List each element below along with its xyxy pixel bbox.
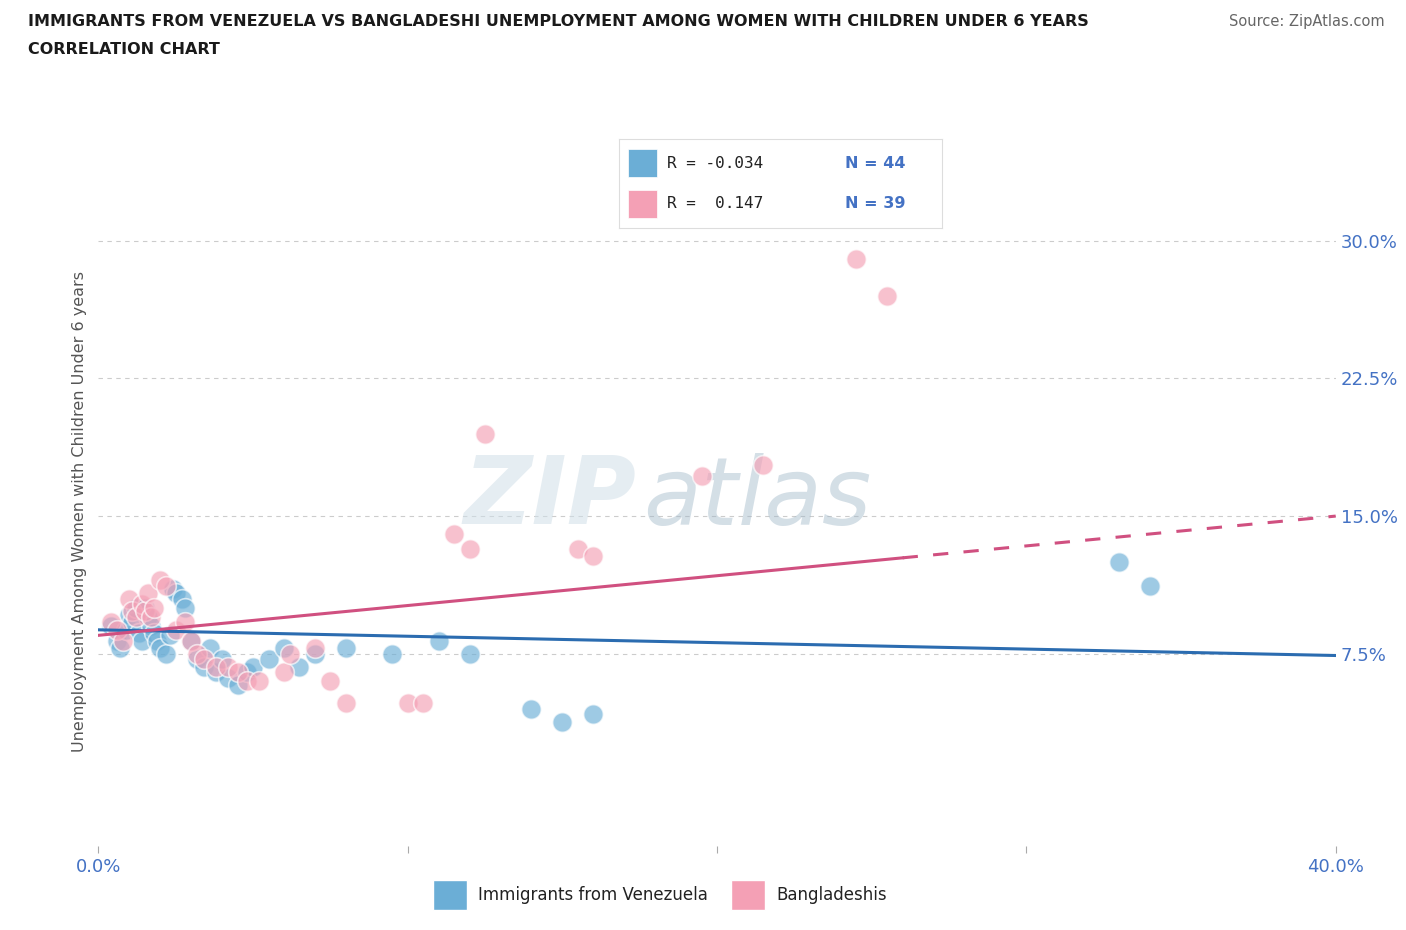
Point — [155, 646, 177, 661]
Point — [124, 601, 146, 616]
Point — [105, 622, 128, 637]
Point — [165, 586, 187, 601]
Text: R = -0.034: R = -0.034 — [668, 156, 763, 171]
Text: ZIP: ZIP — [464, 452, 637, 544]
Point — [319, 673, 342, 688]
Point — [520, 701, 543, 716]
Bar — [433, 880, 467, 910]
Point — [690, 469, 713, 484]
Point — [121, 615, 143, 630]
Point — [458, 646, 481, 661]
Point — [146, 633, 169, 648]
Point — [427, 633, 450, 648]
Point — [217, 659, 239, 674]
Point — [381, 646, 404, 661]
Point — [124, 609, 146, 624]
Point — [143, 626, 166, 641]
Point — [186, 652, 208, 667]
Point — [458, 541, 481, 556]
Point — [100, 618, 122, 633]
Point — [752, 458, 775, 472]
Point — [115, 622, 138, 637]
Point — [149, 573, 172, 588]
Point — [273, 641, 295, 656]
Point — [236, 665, 259, 680]
Point — [443, 527, 465, 542]
Point — [121, 604, 143, 619]
Point — [128, 626, 150, 641]
Point — [551, 714, 574, 729]
Point — [112, 633, 135, 648]
Text: CORRELATION CHART: CORRELATION CHART — [28, 42, 219, 57]
Text: N = 44: N = 44 — [845, 156, 905, 171]
Point — [226, 677, 249, 692]
Point — [257, 652, 280, 667]
Point — [396, 696, 419, 711]
Point — [143, 601, 166, 616]
Point — [118, 607, 141, 622]
Point — [242, 659, 264, 674]
Point — [205, 665, 228, 680]
Point — [273, 665, 295, 680]
Point — [149, 641, 172, 656]
Point — [136, 586, 159, 601]
Point — [412, 696, 434, 711]
Point — [159, 628, 181, 643]
Point — [288, 659, 311, 674]
Point — [236, 673, 259, 688]
Point — [193, 659, 215, 674]
Point — [582, 707, 605, 722]
Point — [1108, 554, 1130, 569]
Point — [876, 288, 898, 303]
Point — [105, 633, 128, 648]
Point — [134, 604, 156, 619]
Point — [335, 641, 357, 656]
Point — [100, 615, 122, 630]
Bar — [731, 880, 765, 910]
Point — [174, 601, 197, 616]
Point — [211, 652, 233, 667]
Point — [108, 641, 131, 656]
Text: N = 39: N = 39 — [845, 196, 905, 211]
Bar — [628, 190, 658, 219]
Point — [205, 659, 228, 674]
Point — [139, 609, 162, 624]
Point — [198, 641, 221, 656]
Point — [139, 618, 162, 633]
Point — [304, 641, 326, 656]
Point — [247, 673, 270, 688]
Point — [180, 633, 202, 648]
Text: Bangladeshis: Bangladeshis — [776, 886, 887, 904]
Point — [335, 696, 357, 711]
Point — [226, 665, 249, 680]
Point — [131, 597, 153, 612]
Point — [180, 633, 202, 648]
Point — [131, 633, 153, 648]
Point — [567, 541, 589, 556]
Y-axis label: Unemployment Among Women with Children Under 6 years: Unemployment Among Women with Children U… — [72, 271, 87, 752]
Point — [174, 615, 197, 630]
Text: atlas: atlas — [643, 453, 872, 544]
Point — [304, 646, 326, 661]
Point — [170, 591, 193, 606]
Text: R =  0.147: R = 0.147 — [668, 196, 763, 211]
Text: Source: ZipAtlas.com: Source: ZipAtlas.com — [1229, 14, 1385, 29]
Point — [845, 252, 868, 267]
Point — [162, 582, 184, 597]
Point — [1139, 578, 1161, 593]
Point — [136, 609, 159, 624]
Point — [474, 426, 496, 441]
Point — [217, 671, 239, 685]
Point — [155, 578, 177, 593]
Point — [118, 591, 141, 606]
Point — [582, 549, 605, 564]
Point — [278, 646, 301, 661]
Point — [193, 652, 215, 667]
Point — [186, 646, 208, 661]
Bar — [628, 149, 658, 178]
Text: IMMIGRANTS FROM VENEZUELA VS BANGLADESHI UNEMPLOYMENT AMONG WOMEN WITH CHILDREN : IMMIGRANTS FROM VENEZUELA VS BANGLADESHI… — [28, 14, 1088, 29]
Point — [165, 622, 187, 637]
Point — [134, 601, 156, 616]
Text: Immigrants from Venezuela: Immigrants from Venezuela — [478, 886, 707, 904]
